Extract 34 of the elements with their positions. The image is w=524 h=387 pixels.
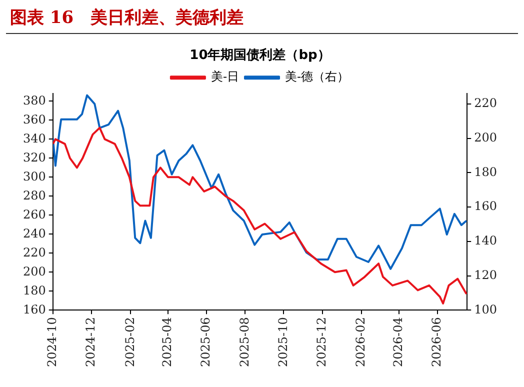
x-tick-label: 2025-10 — [276, 317, 290, 368]
y2-tick-label: 220 — [474, 96, 497, 110]
y-tick-label: 360 — [23, 112, 46, 126]
x-tick-label: 2026-06 — [430, 317, 444, 368]
x-tick-label: 2025-06 — [198, 317, 213, 368]
x-tick-label: 2024-10 — [45, 317, 60, 368]
chart-subtitle: 10年期国债利差（bp） — [190, 47, 330, 64]
y2-tick-label: 180 — [474, 164, 497, 179]
y-tick-label: 280 — [23, 188, 46, 202]
y-tick-label: 220 — [23, 245, 46, 260]
y2-tick-label: 100 — [474, 302, 497, 316]
x-tick-label: 2025-02 — [122, 317, 137, 368]
y-tick-label: 160 — [23, 302, 46, 316]
y2-tick-label: 200 — [474, 130, 497, 144]
legend-label: 美-德（右） — [285, 70, 350, 84]
y-tick-label: 380 — [23, 93, 46, 108]
x-tick-label: 2026-04 — [390, 316, 405, 368]
y-tick-label: 200 — [23, 264, 46, 278]
y2-tick-label: 120 — [474, 268, 497, 282]
y-tick-label: 180 — [23, 283, 46, 298]
y-tick-label: 240 — [23, 226, 46, 240]
chart-title: 图表 16 美日利差、美德利差 — [6, 0, 518, 34]
y-tick-label: 260 — [23, 207, 46, 222]
y-tick-label: 340 — [23, 131, 46, 146]
y2-tick-label: 140 — [474, 234, 497, 248]
x-tick-label: 2025-12 — [314, 317, 328, 368]
x-tick-label: 2025-04 — [160, 316, 174, 368]
y-tick-label: 300 — [23, 169, 46, 184]
x-tick-label: 2026-02 — [354, 317, 368, 368]
y-tick-label: 320 — [23, 150, 46, 164]
x-tick-label: 2024-12 — [84, 317, 98, 368]
legend-label: 美-日 — [210, 70, 240, 84]
x-tick-label: 2025-08 — [237, 317, 252, 368]
y2-tick-label: 160 — [474, 199, 497, 214]
